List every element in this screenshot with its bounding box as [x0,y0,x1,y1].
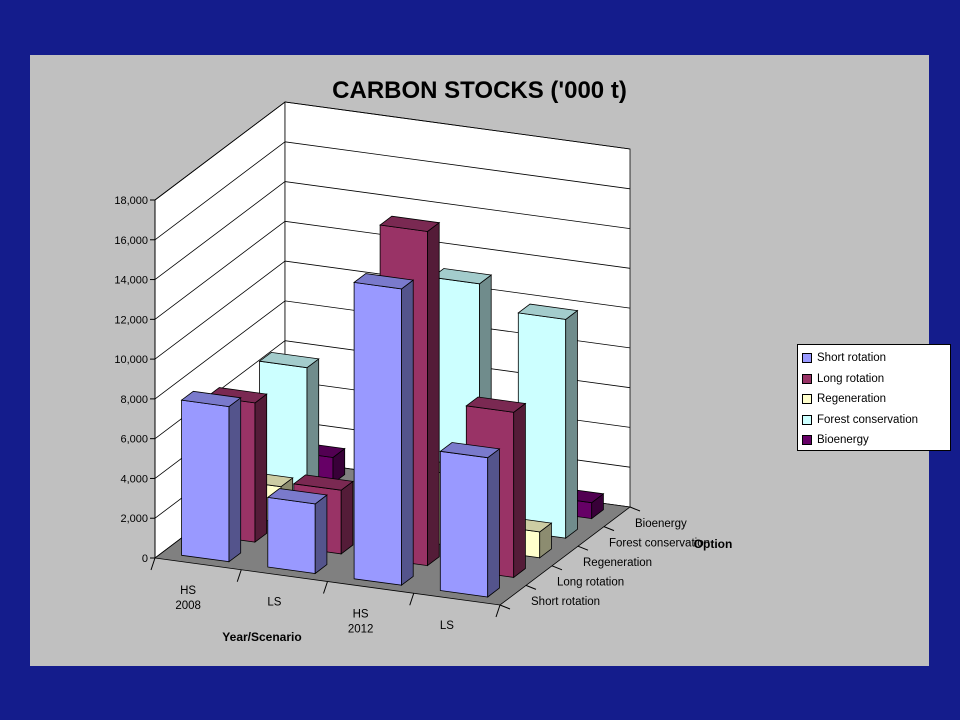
legend-label: Forest conservation [817,413,918,426]
z-tick [603,526,615,532]
bar-top [180,390,242,408]
bar-top [292,474,354,491]
gridline [154,141,631,241]
y-tick-label: 12,000 [114,314,148,326]
x-tick-label-year: 2008 [175,600,201,612]
legend-item: Regeneration [802,389,946,410]
bar [180,390,242,563]
bar-top [431,268,493,285]
x-tick-label-year: 2012 [348,623,374,635]
bar-side [254,393,268,543]
z-tick [551,565,563,571]
gridline [154,260,631,360]
z-tick [525,584,537,590]
bar-top [266,488,328,505]
y-tick-label: 2,000 [120,513,148,525]
bar-side [314,494,328,575]
legend-label: Short rotation [817,352,887,365]
bar-side [228,396,242,563]
z-tick-label: Regeneration [583,557,652,569]
y-tick-label: 6,000 [120,434,148,446]
y-tick-label: 16,000 [114,235,148,247]
legend-item: Long rotation [802,369,946,390]
x-tick [150,557,156,571]
bar-side [565,309,578,540]
legend-swatch [802,435,812,446]
z-tick [499,604,511,610]
legend-swatch [802,353,812,364]
bar [517,303,579,540]
chart-title: CARBON STOCKS ('000 t) [332,77,627,104]
x-axis-title: Year/Scenario [222,630,301,644]
bar-top [439,442,501,459]
z-tick-label: Bioenergy [635,518,687,530]
bar [439,442,501,598]
x-tick-label: LS [267,597,281,609]
legend-item: Forest conservation [802,410,946,431]
z-tick [577,545,589,551]
bar-side [487,448,500,598]
bar-side [401,279,414,587]
bar-top [517,303,579,320]
y-tick-label: 8,000 [120,394,148,406]
chart-legend: Short rotation Long rotation Regeneration F… [797,344,951,451]
bar-top [465,396,527,413]
gridline [154,300,631,400]
z-tick-label: Long rotation [557,577,624,589]
bar-front [353,281,402,586]
bar [353,273,415,587]
gridline [154,181,631,280]
y-tick-label: 14,000 [114,275,148,287]
legend-label: Long rotation [817,372,885,385]
bar-top [258,351,320,369]
gridline [154,220,631,320]
y-tick-label: 10,000 [114,354,148,366]
legend-label: Bioenergy [817,434,869,447]
x-tick [236,569,242,582]
y-tick-label: 18,000 [114,195,148,207]
bar [266,488,328,575]
x-tick-label: HS [353,608,369,620]
z-tick [629,506,641,512]
x-tick [323,581,328,594]
y-tick-label: 0 [142,553,148,565]
z-axis-title: Option [694,537,733,551]
legend-swatch [802,373,812,384]
x-tick-label: HS [180,585,196,597]
bar [258,351,320,504]
legend-label: Regeneration [817,393,887,406]
bar-front [267,496,316,574]
bar-front [439,450,489,598]
x-tick [409,593,415,606]
bar-side [340,480,354,555]
x-tick [495,604,501,618]
bar-side [513,402,526,579]
z-tick-label: Forest conservation [609,537,710,549]
gridline [154,101,631,201]
z-tick-label: Short rotation [531,596,600,608]
bar-front [181,399,230,563]
y-tick-label: 4,000 [120,473,148,485]
x-tick-label: LS [440,620,454,632]
legend-item: Bioenergy [802,430,946,451]
legend-swatch [802,394,812,405]
bar-top [353,273,415,290]
legend-item: Short rotation [802,348,946,369]
bar-side [427,221,440,567]
legend-swatch [802,414,812,425]
bar-top [379,215,441,232]
